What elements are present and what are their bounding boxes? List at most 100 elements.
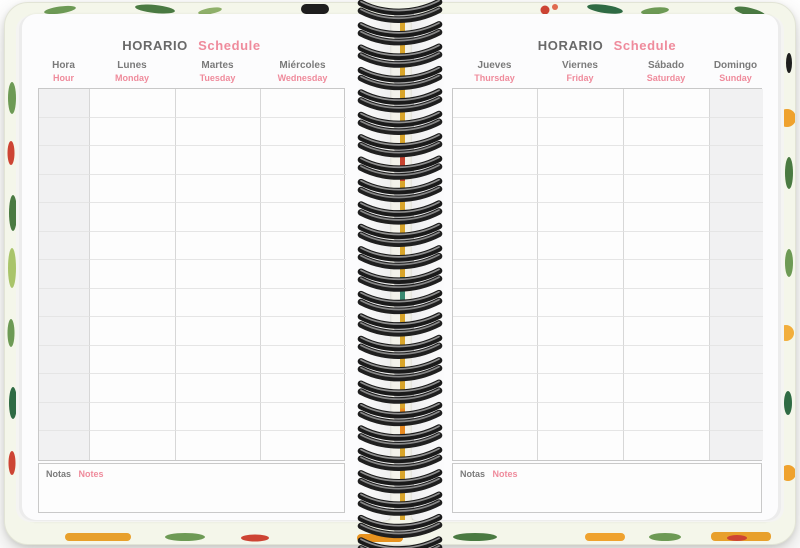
schedule-cell — [39, 174, 90, 204]
schedule-cell — [176, 431, 261, 460]
schedule-cell — [453, 374, 538, 403]
schedule-cell — [261, 203, 346, 232]
schedule-cell — [538, 431, 624, 460]
schedule-cell — [710, 345, 763, 375]
orange-fruit-icon — [778, 109, 795, 127]
schedule-cell — [261, 374, 346, 403]
schedule-cell — [453, 89, 538, 118]
schedule-cell — [90, 345, 176, 375]
schedule-cell — [624, 89, 710, 118]
column-header-miercoles: Miércoles Wednesday — [277, 60, 328, 83]
leaf-icon — [198, 7, 222, 15]
schedule-cell — [261, 317, 346, 346]
schedule-cell — [453, 117, 538, 147]
schedule-cell — [261, 118, 346, 147]
leaf-icon — [785, 249, 793, 277]
schedule-cell — [538, 317, 624, 346]
schedule-cell — [176, 231, 261, 261]
schedule-cell — [90, 231, 176, 261]
schedule-cell — [710, 431, 763, 460]
schedule-cell — [261, 346, 346, 375]
schedule-cell — [39, 231, 90, 261]
schedule-cell — [39, 288, 90, 318]
schedule-cell — [710, 146, 763, 175]
schedule-cell — [710, 231, 763, 261]
schedule-cell — [39, 117, 90, 147]
schedule-cell — [176, 288, 261, 318]
leaf-icon — [165, 533, 205, 541]
notes-box: Notas Notes — [452, 463, 762, 513]
schedule-cell — [538, 117, 624, 147]
leaf-icon — [587, 4, 623, 14]
schedule-cell — [538, 231, 624, 261]
column-headers: Hora Hour Lunes Monday Martes Tuesday Mi… — [38, 59, 345, 85]
column-header-martes: Martes Tuesday — [199, 60, 236, 83]
schedule-cell — [90, 89, 176, 118]
flower-icon — [727, 535, 747, 541]
schedule-cell — [538, 402, 624, 432]
flower-icon — [8, 451, 16, 475]
schedule-cell — [176, 260, 261, 289]
notes-label-english: Notes — [78, 469, 104, 479]
spiral-binding — [352, 0, 448, 548]
column-header-hora: Hora Hour — [52, 60, 75, 83]
leaf-icon — [785, 157, 793, 189]
right-page: HORARIO Schedule Jueves Thursday Viernes… — [412, 14, 778, 520]
flower-icon — [540, 5, 550, 15]
schedule-cell — [624, 374, 710, 403]
schedule-cell — [176, 374, 261, 403]
schedule-cell — [453, 260, 538, 289]
left-page: HORARIO Schedule Hora Hour Lunes Monday … — [22, 14, 390, 520]
schedule-cell — [624, 317, 710, 346]
schedule-cell — [90, 431, 176, 460]
schedule-cell — [453, 203, 538, 232]
leaf-icon — [9, 195, 17, 231]
schedule-cell — [39, 146, 90, 175]
schedule-cell — [538, 260, 624, 289]
schedule-grid — [452, 88, 763, 461]
toucan-icon — [786, 53, 792, 73]
leaf-icon — [135, 4, 175, 14]
flower-icon — [552, 4, 558, 10]
schedule-cell — [90, 174, 176, 204]
leaf-icon — [8, 248, 16, 288]
schedule-cell — [39, 203, 90, 232]
schedule-cell — [90, 317, 176, 346]
schedule-cell — [538, 146, 624, 175]
schedule-cell — [453, 431, 538, 460]
schedule-cell — [261, 232, 346, 261]
schedule-cell — [624, 431, 710, 460]
schedule-grid — [38, 88, 346, 461]
title-spanish: HORARIO — [122, 38, 188, 53]
leaf-icon — [7, 319, 15, 347]
leaf-icon — [9, 387, 17, 419]
orange-fruit-icon — [778, 325, 794, 341]
notes-box: Notas Notes — [38, 463, 345, 513]
schedule-cell — [39, 374, 90, 403]
schedule-cell — [453, 231, 538, 261]
schedule-cell — [538, 345, 624, 375]
page-title: HORARIO Schedule — [38, 38, 345, 53]
schedule-cell — [39, 260, 90, 289]
schedule-cell — [538, 374, 624, 403]
schedule-cell — [90, 146, 176, 175]
title-english: Schedule — [198, 38, 261, 53]
schedule-cell — [538, 174, 624, 204]
schedule-cell — [261, 146, 346, 175]
cover-band — [585, 533, 625, 541]
schedule-cell — [624, 117, 710, 147]
schedule-cell — [176, 89, 261, 118]
schedule-cell — [176, 117, 261, 147]
schedule-cell — [176, 345, 261, 375]
flower-icon — [7, 141, 15, 165]
leaf-icon — [641, 7, 669, 15]
schedule-cell — [538, 89, 624, 118]
schedule-cell — [710, 288, 763, 318]
schedule-cell — [261, 403, 346, 432]
toucan-icon — [301, 4, 329, 14]
cover-band — [65, 533, 131, 541]
column-header-viernes: Viernes Friday — [562, 60, 598, 83]
schedule-cell — [90, 402, 176, 432]
schedule-cell — [710, 117, 763, 147]
leaf-icon — [453, 533, 497, 541]
